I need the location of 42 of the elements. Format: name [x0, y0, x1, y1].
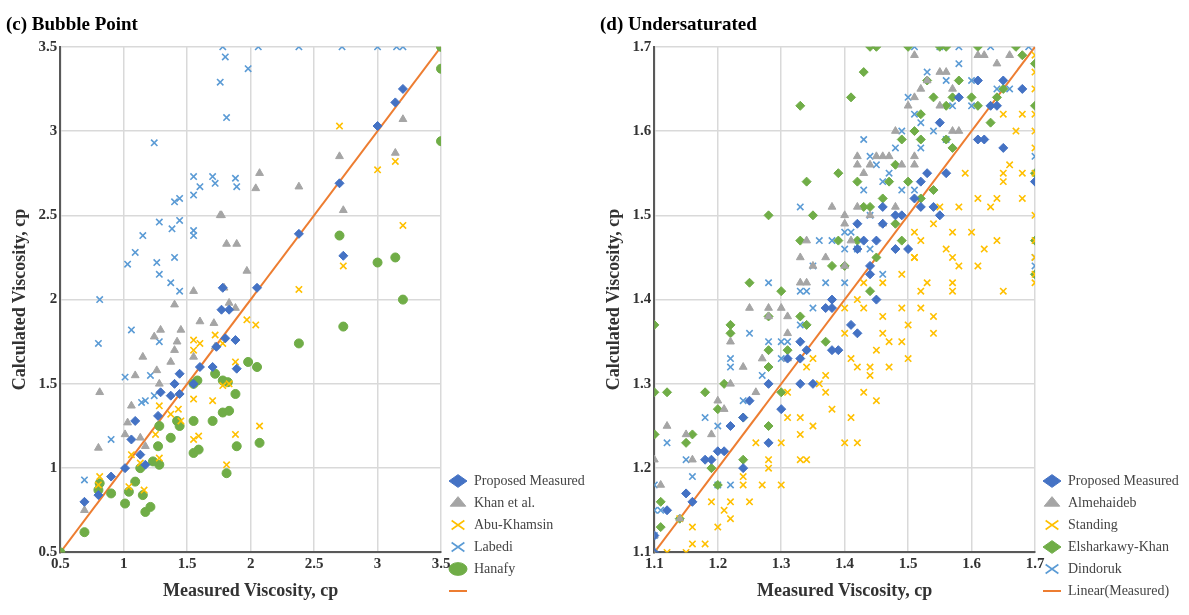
legend-label: Almehaideb — [1068, 494, 1137, 510]
x-tick-label: 1.3 — [771, 555, 791, 572]
legend-label: Standing — [1068, 516, 1118, 532]
x-tick-label: 1.5 — [177, 555, 197, 572]
x-tick-label: 1.5 — [898, 555, 918, 572]
y-axis-title: Calculated Viscosity, cp — [9, 208, 30, 391]
x-tick-label: 1.4 — [835, 555, 855, 572]
chart-title: (c) Bubble Point — [6, 13, 139, 36]
legend-label: Proposed Measured — [474, 472, 585, 488]
y-tick-label: 1.5 — [38, 374, 58, 391]
legend-label: Proposed Measured — [1068, 472, 1179, 488]
x-axis-title: Measured Viscosity, cp — [163, 579, 339, 600]
y-axis-title: Calculated Viscosity, cp — [603, 208, 624, 391]
x-tick-label: 3.5 — [431, 555, 451, 572]
y-tick-label: 1.5 — [632, 206, 652, 223]
y-tick-label: 3.5 — [38, 37, 58, 54]
x-tick-label: 2.5 — [304, 555, 324, 572]
legend-label: Hanafy — [474, 560, 516, 576]
legend-label: Khan et al. — [474, 494, 536, 510]
y-tick-label: 1.4 — [632, 290, 652, 307]
x-tick-label: 1.7 — [1025, 555, 1045, 572]
y-tick-label: 1 — [49, 459, 58, 476]
chart-title: (d) Undersaturated — [600, 13, 758, 36]
y-tick-label: 1.6 — [632, 121, 652, 138]
legend-label: Abu-Khamsin — [474, 516, 554, 532]
y-tick-label: 1.2 — [632, 459, 652, 476]
y-tick-label: 2.5 — [38, 206, 58, 223]
legend-label: Dindoruk — [1068, 560, 1122, 576]
y-tick-label: 1.3 — [632, 374, 652, 391]
legend-label: Labedi — [474, 538, 513, 554]
x-tick-label: 1.2 — [708, 555, 728, 572]
y-tick-label: 1.7 — [632, 37, 652, 54]
x-axis-title: Measured Viscosity, cp — [757, 579, 933, 600]
x-tick-label: 1.6 — [962, 555, 982, 572]
legend-label: Elsharkawy-Khan — [1068, 538, 1170, 554]
x-tick-label: 1 — [120, 555, 128, 572]
y-tick-label: 3 — [49, 121, 58, 138]
y-tick-label: 2 — [49, 290, 58, 307]
x-tick-label: 3 — [373, 555, 382, 572]
legend-label: Linear(Measured) — [1068, 582, 1170, 599]
x-tick-label: 1.1 — [644, 555, 664, 572]
x-tick-label: 2 — [246, 555, 255, 572]
